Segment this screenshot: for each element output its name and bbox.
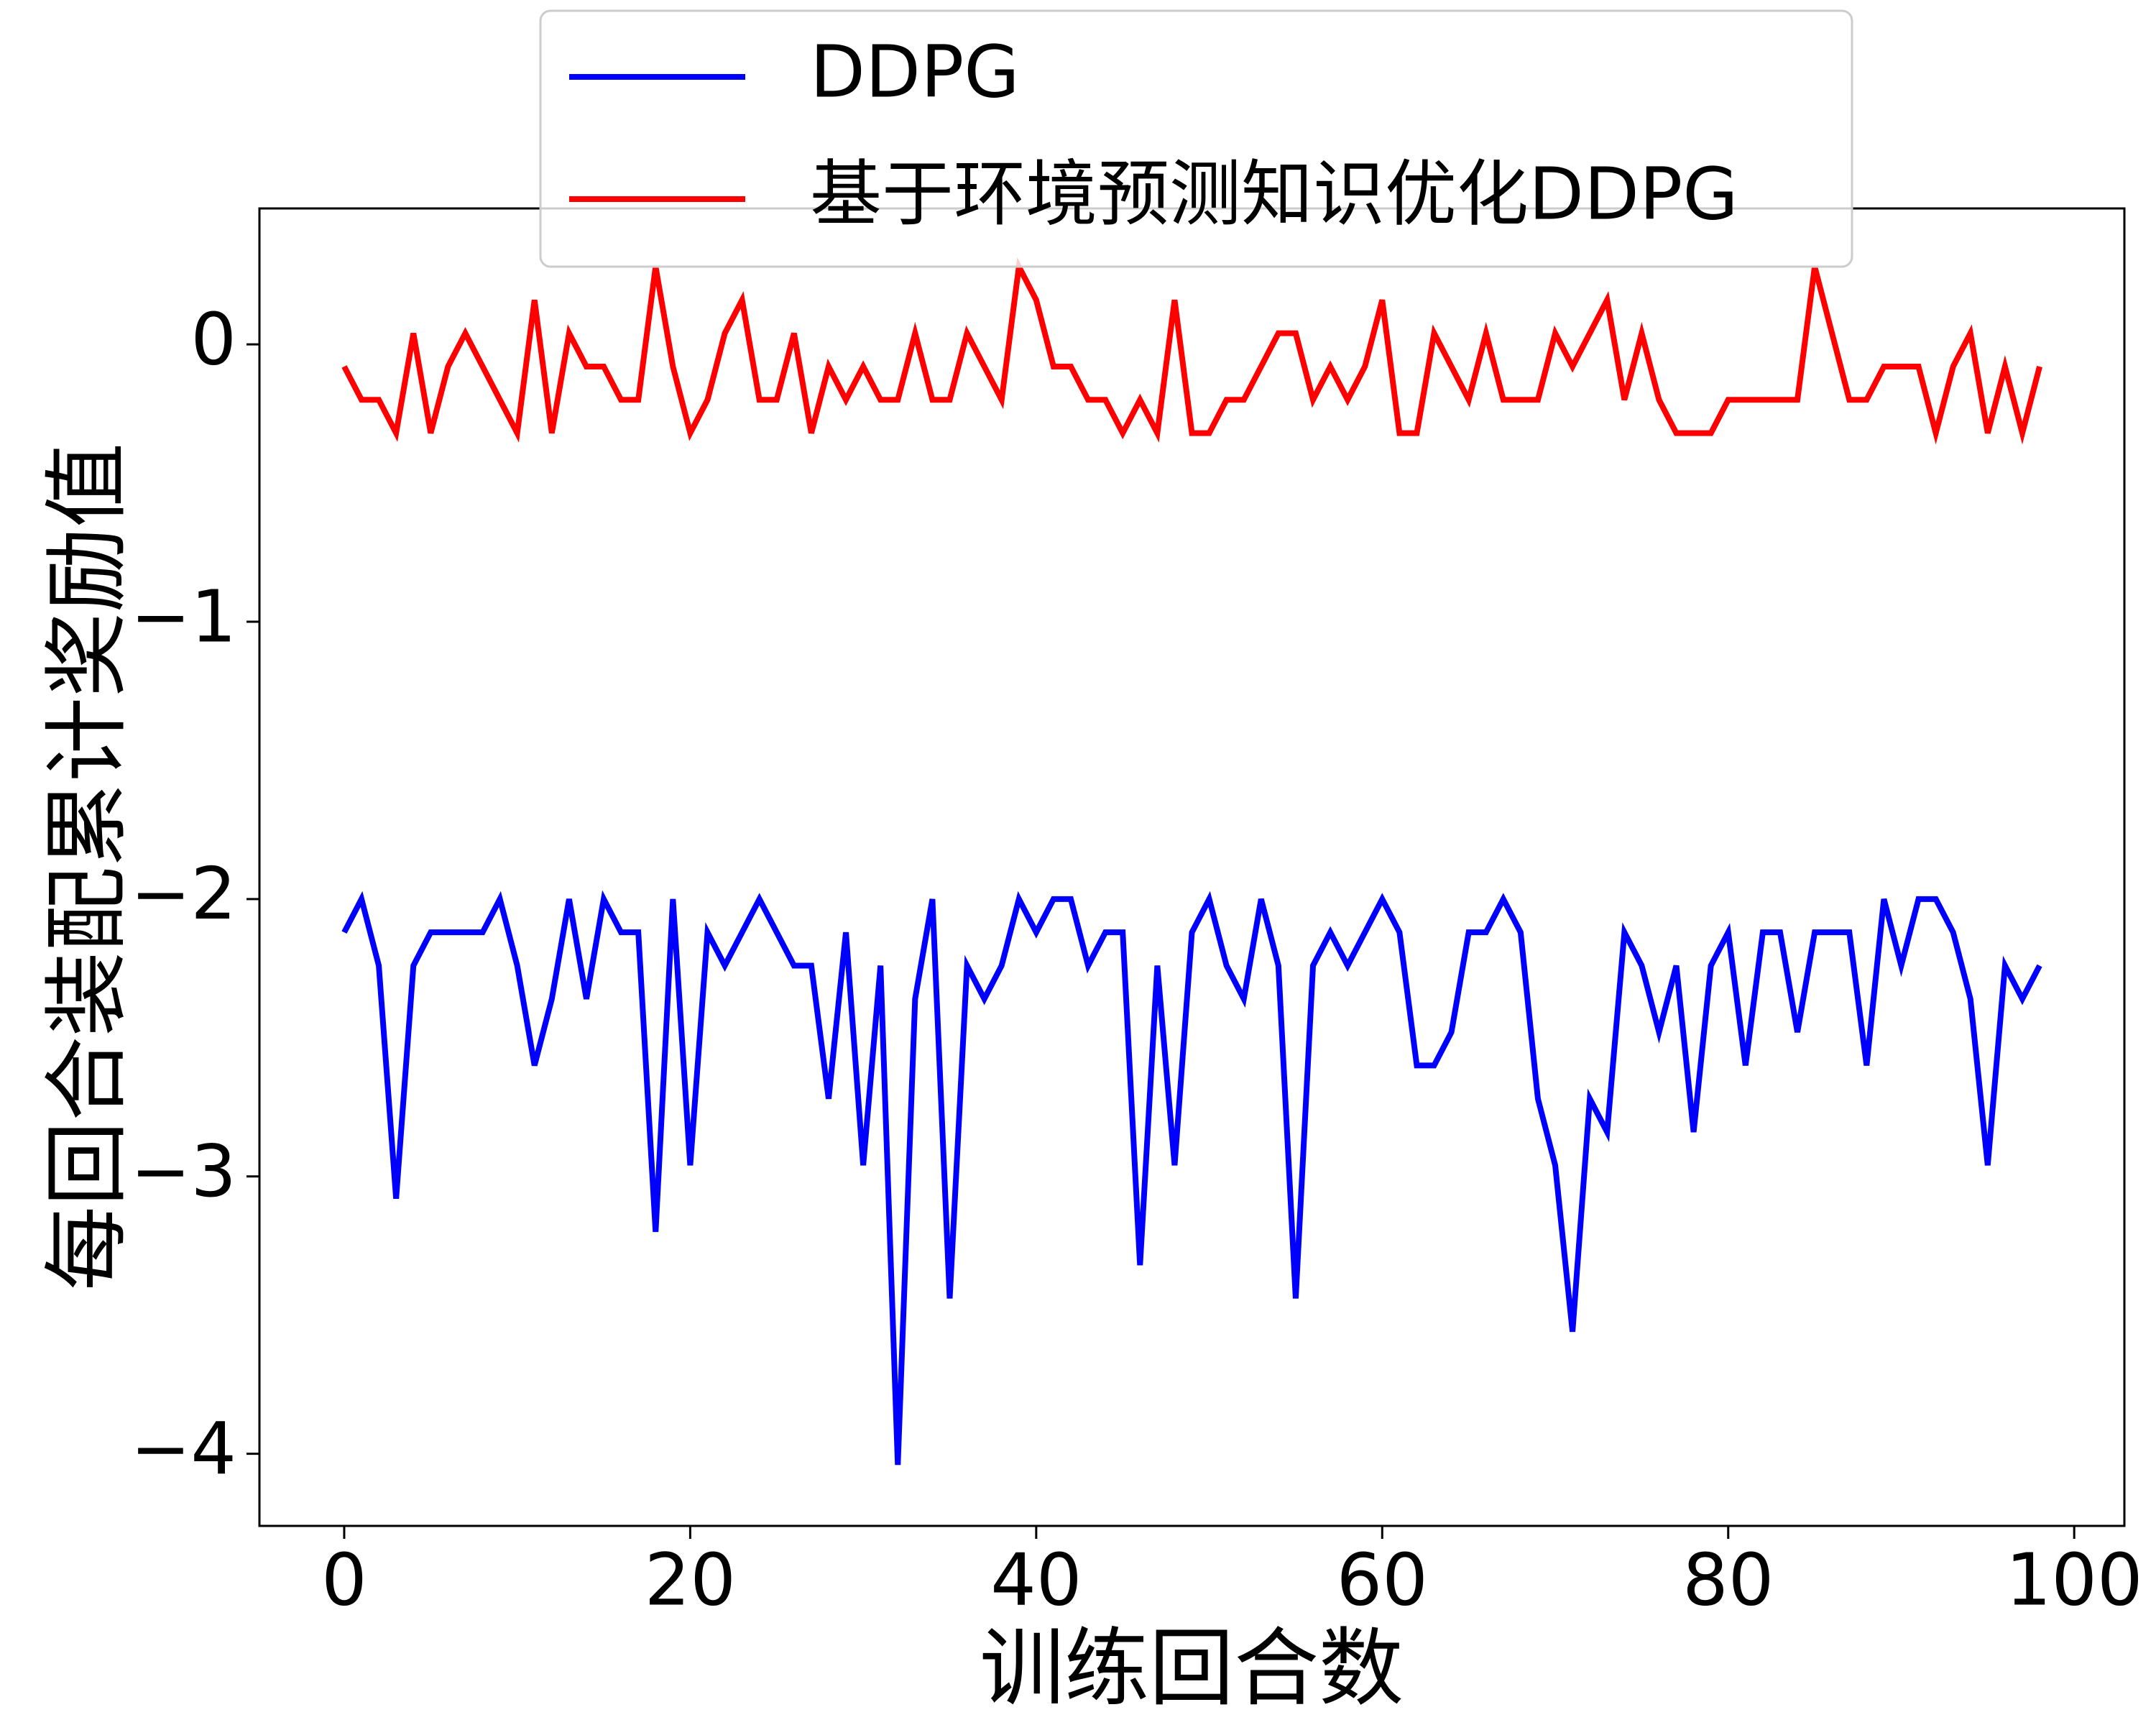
- x-tick-label: 40: [990, 1537, 1082, 1622]
- legend-box: [539, 9, 1853, 268]
- x-tick-label: 80: [1682, 1537, 1774, 1622]
- legend-label: DDPG: [810, 29, 1020, 114]
- data-line: [341, 257, 2042, 445]
- y-axis-label: 每回合装配累计奖励值: [37, 443, 137, 1291]
- x-tick-label: 0: [321, 1537, 367, 1622]
- y-tick-label: −1: [131, 574, 236, 658]
- data-line: [341, 890, 2042, 1466]
- y-tick-label: −2: [131, 852, 236, 936]
- legend-label: 基于环境预测知识优化DDPG: [810, 152, 1738, 236]
- plot-frame: [258, 207, 2126, 1527]
- x-tick-label: 60: [1337, 1537, 1428, 1622]
- y-tick-label: −3: [131, 1129, 236, 1213]
- y-tick-label: −4: [131, 1407, 236, 1491]
- x-axis-label: 训练回合数: [980, 1619, 1404, 1718]
- x-tick-label: 20: [645, 1537, 736, 1622]
- y-tick-label: 0: [190, 297, 236, 381]
- x-tick-label: 100: [2006, 1537, 2143, 1622]
